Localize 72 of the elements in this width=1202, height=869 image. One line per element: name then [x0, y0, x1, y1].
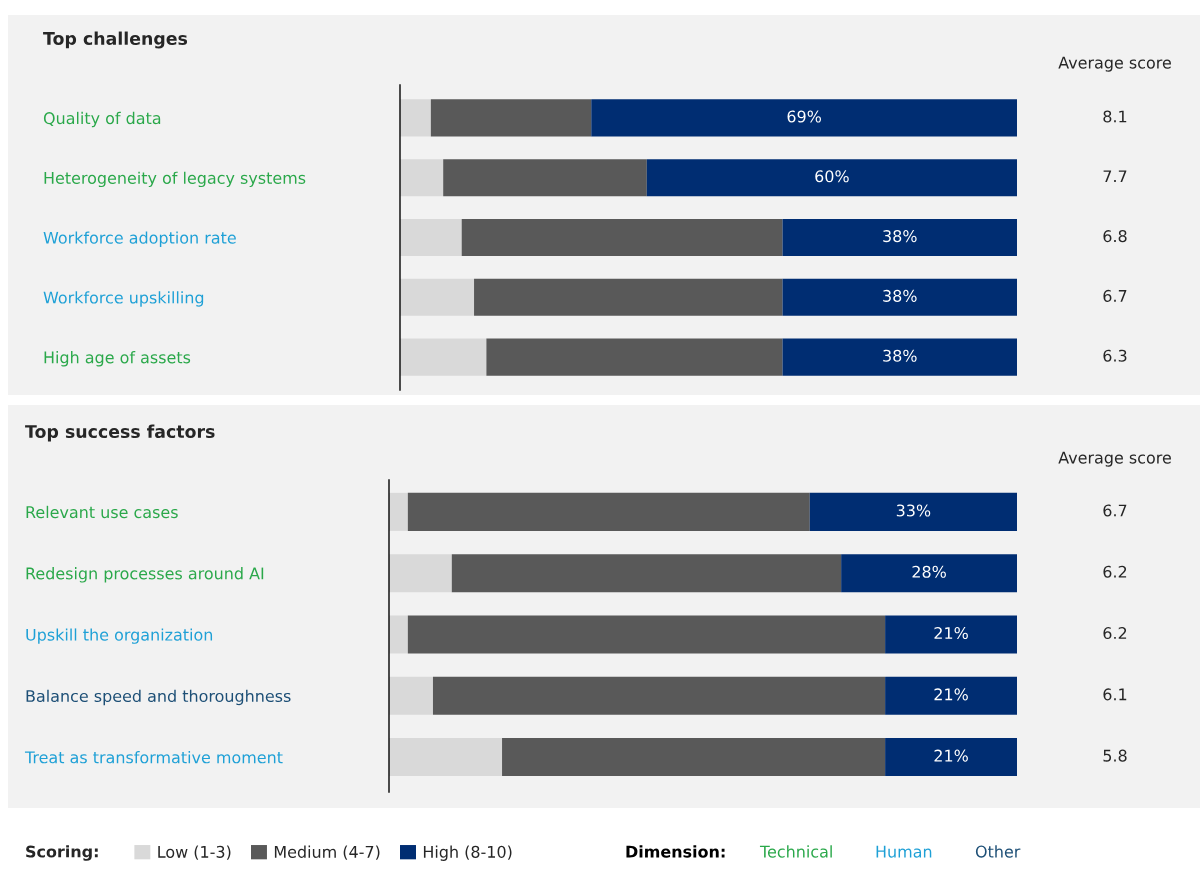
text: Average score [1058, 56, 1171, 72]
text: 6.7 [1103, 504, 1127, 517]
bar [400, 338, 487, 376]
text: Dimension: [626, 845, 725, 858]
bar [885, 615, 1017, 654]
text: 6.2 [1103, 627, 1127, 640]
bar [400, 99, 431, 137]
data-label: 60% [815, 170, 849, 183]
text: Other [975, 845, 1021, 858]
bar [389, 492, 408, 531]
bar [389, 554, 452, 593]
bar [443, 159, 647, 197]
y-tick-label: Treat as transformative moment [24, 750, 283, 764]
data-label: 38% [883, 289, 917, 302]
y-tick-label: Quality of data [43, 111, 161, 128]
bar [430, 99, 592, 137]
y-tick-label: Relevant use cases [26, 505, 178, 519]
text: Technical [759, 845, 832, 858]
data-label: 33% [896, 504, 931, 517]
y-tick-label: Upskill the organization [26, 628, 213, 644]
text: Top success factors [25, 424, 215, 442]
bar [389, 615, 408, 654]
bar [389, 738, 503, 777]
bar [486, 338, 783, 376]
y-tick-label: Heterogeneity of legacy systems [44, 171, 306, 188]
text: Human [876, 845, 932, 858]
bar [407, 615, 886, 654]
data-label: 21% [934, 749, 968, 762]
bar [400, 159, 444, 197]
bar [474, 278, 783, 316]
bar [782, 218, 1017, 257]
y-tick-label: Balance speed and thoroughness [26, 689, 291, 706]
data-label: 38% [883, 230, 917, 243]
bar [461, 218, 783, 257]
bar [400, 218, 462, 257]
bar [591, 99, 1017, 137]
bar [389, 676, 433, 715]
bar [782, 278, 1017, 316]
bar [502, 738, 886, 777]
bar [407, 492, 810, 531]
legend-label: Low (1-3) [158, 845, 231, 860]
legend-title: Scoring: [26, 845, 98, 861]
y-tick-label: High age of assets [44, 351, 191, 367]
data-label: 28% [912, 565, 946, 578]
y-tick-label: Redesign processes around AI [26, 567, 264, 583]
legend-label: Medium (4-7) [274, 845, 380, 860]
text: 6.3 [1103, 349, 1127, 362]
bar [885, 676, 1017, 715]
bar [400, 278, 475, 316]
y-tick-label: Workforce adoption rate [43, 231, 236, 247]
text: 6.7 [1103, 289, 1127, 302]
bar [885, 738, 1017, 777]
data-label: 21% [934, 688, 968, 701]
bar [432, 676, 886, 715]
text: Top challenges [43, 31, 188, 49]
text: 6.2 [1103, 565, 1127, 578]
text: Average score [1058, 451, 1171, 467]
data-label: 21% [934, 627, 968, 640]
text: 6.8 [1103, 230, 1127, 243]
data-label: 69% [787, 110, 821, 123]
bar [451, 554, 842, 593]
bar [809, 492, 1017, 531]
y-tick-label: Workforce upskilling [43, 291, 204, 307]
bar [841, 554, 1017, 593]
bar [782, 338, 1017, 376]
legend-label: High (8-10) [423, 845, 512, 861]
text: 6.1 [1103, 688, 1127, 701]
text: 8.1 [1103, 110, 1127, 123]
text: 5.8 [1103, 749, 1127, 762]
bar [646, 159, 1017, 197]
data-label: 38% [883, 349, 917, 362]
text: 7.7 [1103, 170, 1127, 183]
